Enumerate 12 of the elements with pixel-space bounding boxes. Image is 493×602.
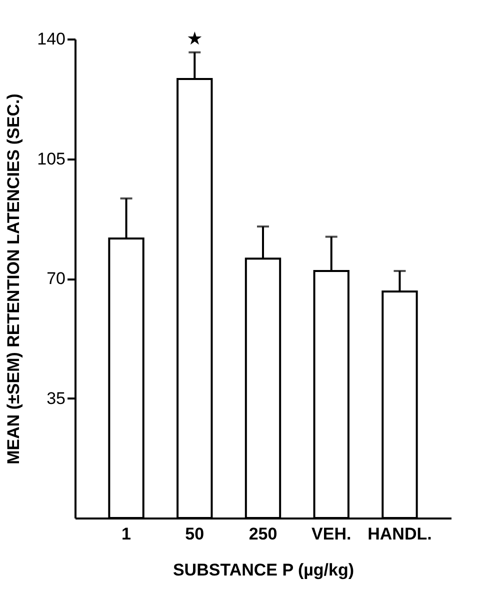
- x-tick-label: 1: [122, 524, 132, 544]
- annotation: ★: [186, 28, 203, 48]
- x-tick-label: HANDL.: [368, 524, 432, 544]
- x-tick-label: 50: [185, 524, 204, 544]
- x-tick-label: 250: [248, 524, 278, 544]
- x-axis-title: SUBSTANCE P (µg/kg): [172, 560, 354, 580]
- y-tick-label: 105: [37, 149, 66, 168]
- x-tick-label: VEH.: [312, 524, 352, 544]
- y-tick-label: 140: [37, 30, 66, 48]
- y-tick-label: 35: [46, 388, 66, 408]
- y-tick-label: 70: [46, 269, 66, 288]
- y-axis-title: MEAN (±SEM) RETENTION LATENCIES (SEC.): [4, 94, 24, 464]
